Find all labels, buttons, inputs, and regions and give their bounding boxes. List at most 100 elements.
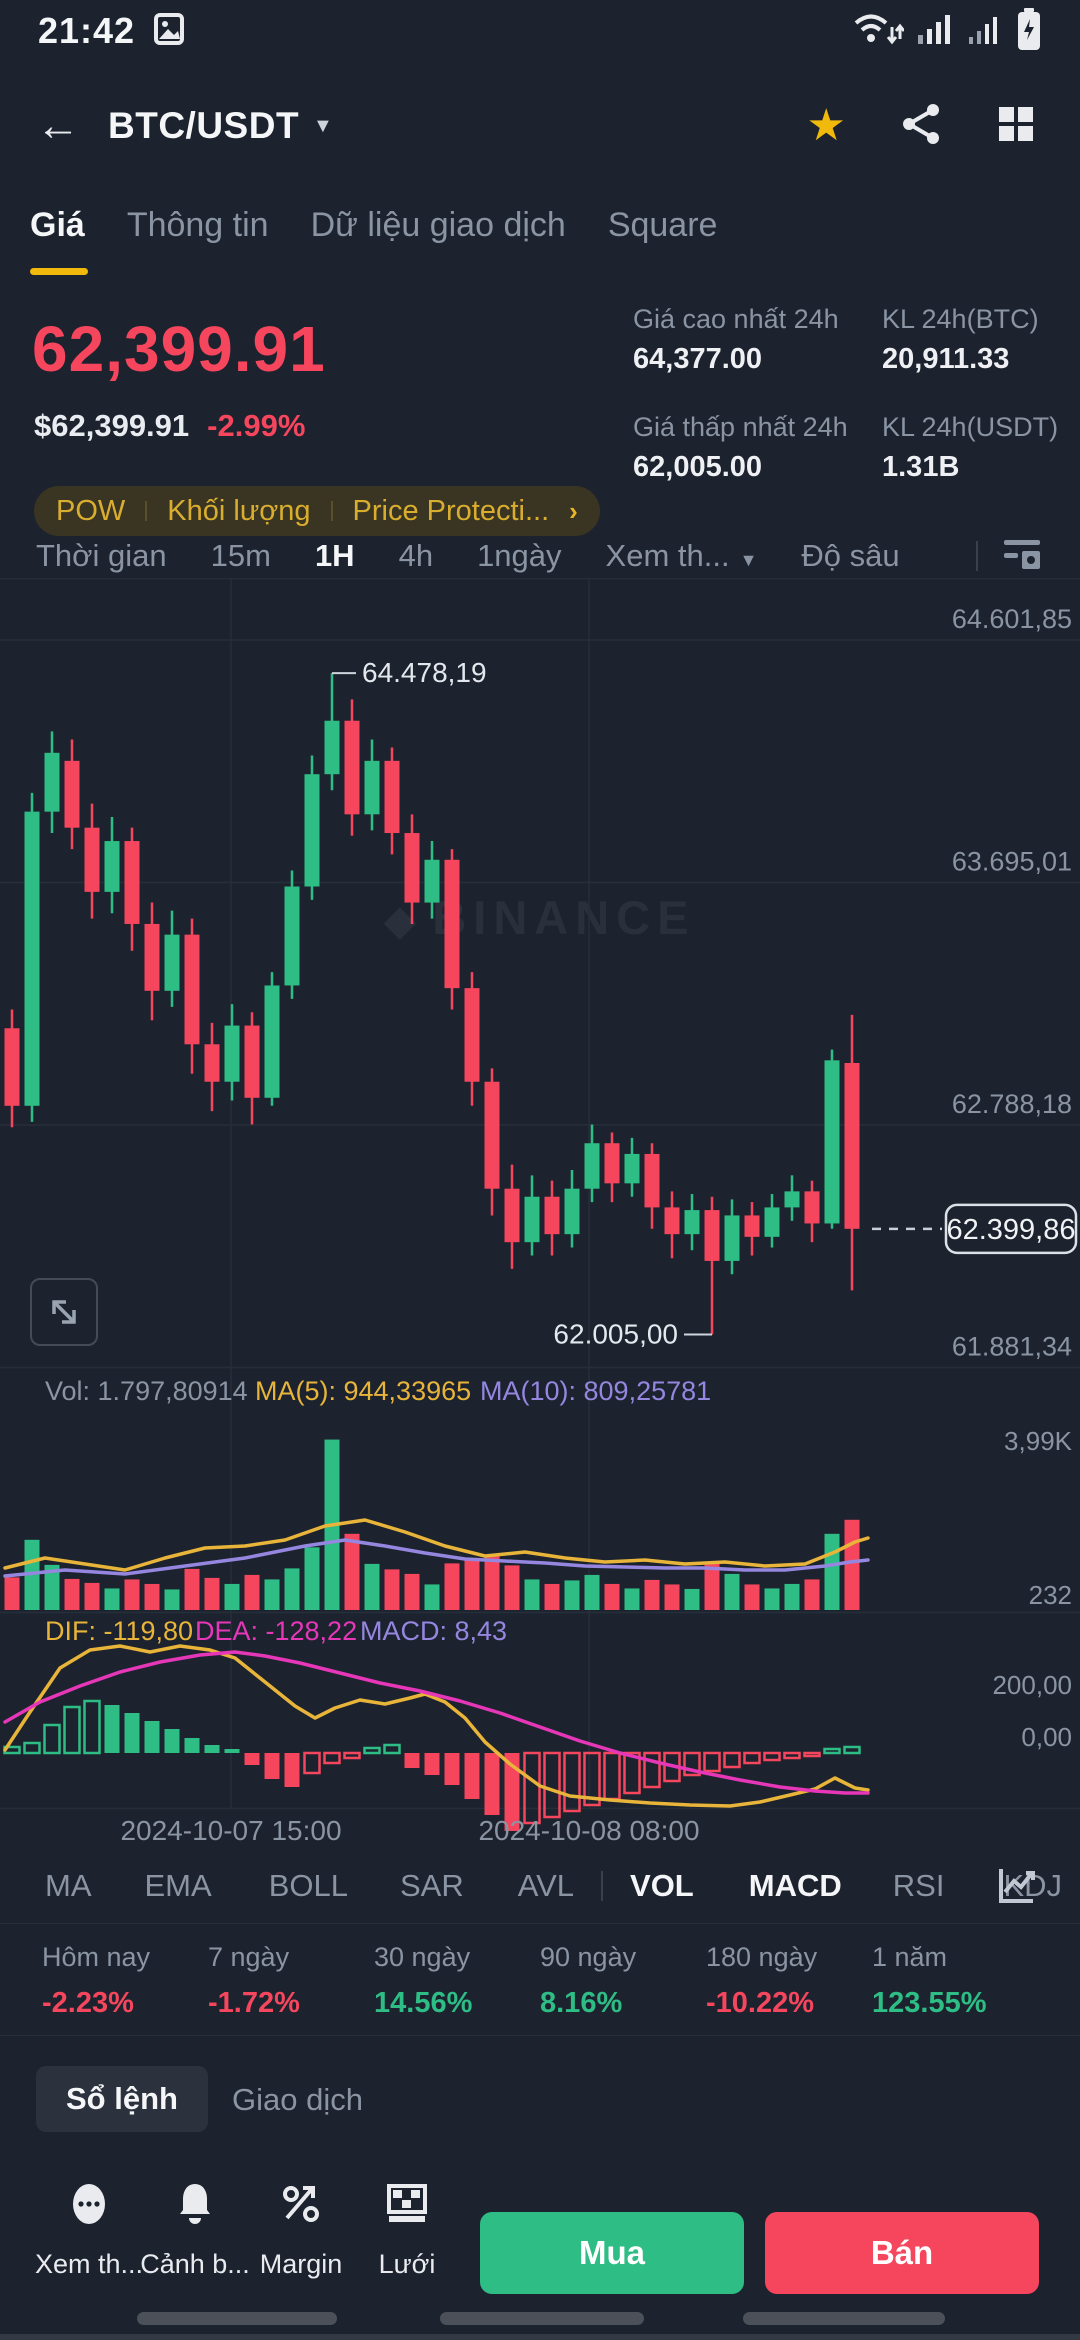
candle (424, 859, 440, 903)
indicator-tab-boll[interactable]: BOLL (268, 1867, 348, 1903)
tab-trades[interactable]: Giao dịch (232, 2082, 363, 2117)
stat-value: 62,005.00 (633, 451, 763, 483)
buy-button[interactable]: Mua (480, 2212, 744, 2294)
candle (104, 841, 120, 892)
pair-title[interactable]: BTC/USDT (108, 105, 300, 146)
margin-percent-icon (275, 2178, 327, 2235)
indicator-tab-avl[interactable]: AVL (517, 1867, 575, 1903)
depth-button[interactable]: Độ sâu (801, 538, 900, 573)
perf-180-ngày: 180 ngày -10.22% (706, 1936, 872, 2035)
timeframe-Thời gian[interactable]: Thời gian (36, 538, 167, 573)
chart-settings-icon[interactable] (1000, 532, 1044, 581)
candle (524, 1196, 540, 1243)
action-margin[interactable]: Margin (248, 2178, 354, 2280)
candle (124, 841, 140, 924)
grid-bot-icon (381, 2178, 433, 2235)
last-price-badge-text: 62.399,86 (946, 1214, 1075, 1246)
favorite-star-icon[interactable]: ★ (806, 101, 846, 150)
bottom-action-bar: Xem th... Cảnh b... Margin Lưới (0, 2172, 1080, 2292)
low-annotation: 62.005,00 (553, 1318, 678, 1349)
candle (804, 1191, 820, 1224)
action-cảnh-b-[interactable]: Cảnh b... (140, 2178, 250, 2280)
tab-dữ-liệu-giao-dịch[interactable]: Dữ liệu giao dịch (310, 206, 566, 244)
x-axis-date-2: 2024-10-08 08:00 (478, 1815, 699, 1846)
indicator-tab-ema[interactable]: EMA (144, 1867, 212, 1903)
candle (224, 1025, 240, 1082)
timeframe-4h[interactable]: 4h (398, 538, 434, 573)
indicator-tab-vol[interactable]: VOL (630, 1867, 694, 1903)
action-lưới[interactable]: Lưới (354, 2178, 460, 2280)
timeframe-1ngày[interactable]: 1ngày (477, 538, 562, 573)
candle (484, 1081, 500, 1189)
nav-pill-back[interactable] (743, 2312, 945, 2325)
price-chart[interactable]: ◆ BINANCE 64.601,85 63.695,01 62.788,18 61.8… (0, 578, 1080, 1846)
nav-pill-home[interactable] (440, 2312, 644, 2325)
pair-dropdown-caret-icon[interactable]: ▼ (313, 114, 333, 137)
perf-label: 7 ngày (208, 1942, 290, 1972)
more-timeframes-button[interactable]: Xem th... ▼ (605, 538, 758, 573)
candle (704, 1210, 720, 1261)
perf-value: -2.23% (42, 1987, 134, 2019)
chevron-down-icon: ▼ (739, 550, 758, 570)
status-bar: 21:42 (0, 0, 1080, 62)
candle (364, 760, 380, 815)
indicator-tab-ma[interactable]: MA (45, 1867, 92, 1903)
share-icon[interactable] (900, 102, 942, 151)
indicator-chart-icon[interactable] (996, 1864, 1038, 1911)
candle (204, 1044, 220, 1082)
candle (84, 827, 100, 892)
macd-dea-info: DEA: -128,22 (195, 1616, 357, 1646)
sell-button[interactable]: Bán (765, 2212, 1039, 2294)
tags-more-arrow-icon[interactable]: › (569, 495, 578, 526)
perf-value: -10.22% (706, 1987, 815, 2019)
divider (601, 1870, 604, 1901)
indicator-tab-rsi[interactable]: RSI (892, 1867, 945, 1903)
battery-charging-icon (1016, 7, 1042, 56)
candle (744, 1215, 760, 1237)
timeframe-15m[interactable]: 15m (210, 538, 271, 573)
layout-grid-icon[interactable] (996, 104, 1036, 149)
candle (284, 886, 300, 986)
perf-label: 1 năm (872, 1942, 948, 1972)
candle (404, 833, 420, 903)
candle (564, 1188, 580, 1235)
vol-ma5-info: MA(5): 944,33965 (255, 1376, 471, 1406)
action-xem-th-[interactable]: Xem th... (35, 2178, 143, 2280)
candle (64, 760, 80, 828)
signal-strength-2-icon (968, 9, 1004, 54)
indicator-tabs: MA EMA BOLL SAR AVL VOL MACD RSI KDJ (0, 1848, 1080, 1924)
candle (4, 1028, 20, 1106)
vol-axis-max: 3,99K (1004, 1426, 1073, 1456)
tab-orderbook[interactable]: Sổ lệnh (36, 2066, 208, 2132)
fullscreen-expand-button[interactable] (30, 1278, 98, 1346)
perf-value: 14.56% (374, 1987, 473, 2019)
indicator-tab-sar[interactable]: SAR (399, 1867, 464, 1903)
page-tabs: Giá Thông tin Dữ liệu giao dịch Square (30, 206, 717, 245)
candle (24, 811, 40, 1106)
candle (624, 1153, 640, 1184)
tab-square[interactable]: Square (607, 206, 718, 244)
tag-0: POW (56, 494, 126, 527)
tab-thông-tin[interactable]: Thông tin (126, 206, 269, 244)
timeframe-1H[interactable]: 1H (314, 538, 355, 573)
perf-value: -1.72% (208, 1987, 300, 2019)
token-tags-pill[interactable]: POW Khối lượng Price Protecti... › (34, 486, 600, 536)
nav-pill-recents[interactable] (137, 2312, 337, 2325)
candle (504, 1188, 520, 1243)
candle (604, 1143, 620, 1184)
binance-diamond-logo: ◆ (384, 899, 423, 943)
indicator-tab-macd[interactable]: MACD (748, 1867, 842, 1903)
tab-giá[interactable]: Giá (30, 206, 85, 244)
vol-info: Vol: 1.797,80914 (45, 1376, 248, 1406)
back-arrow-icon[interactable]: ← (36, 101, 80, 150)
candle (144, 923, 160, 991)
stat-label: KL 24h(BTC) (882, 304, 1039, 334)
candle (684, 1210, 700, 1235)
stat-value: 20,911.33 (882, 343, 1010, 375)
candle (244, 1025, 260, 1098)
candle (264, 985, 280, 1098)
macd-dif-info: DIF: -119,80 (45, 1616, 193, 1646)
clock: 21:42 (38, 10, 136, 51)
stat-value: 64,377.00 (633, 343, 763, 375)
candle (844, 1063, 860, 1229)
